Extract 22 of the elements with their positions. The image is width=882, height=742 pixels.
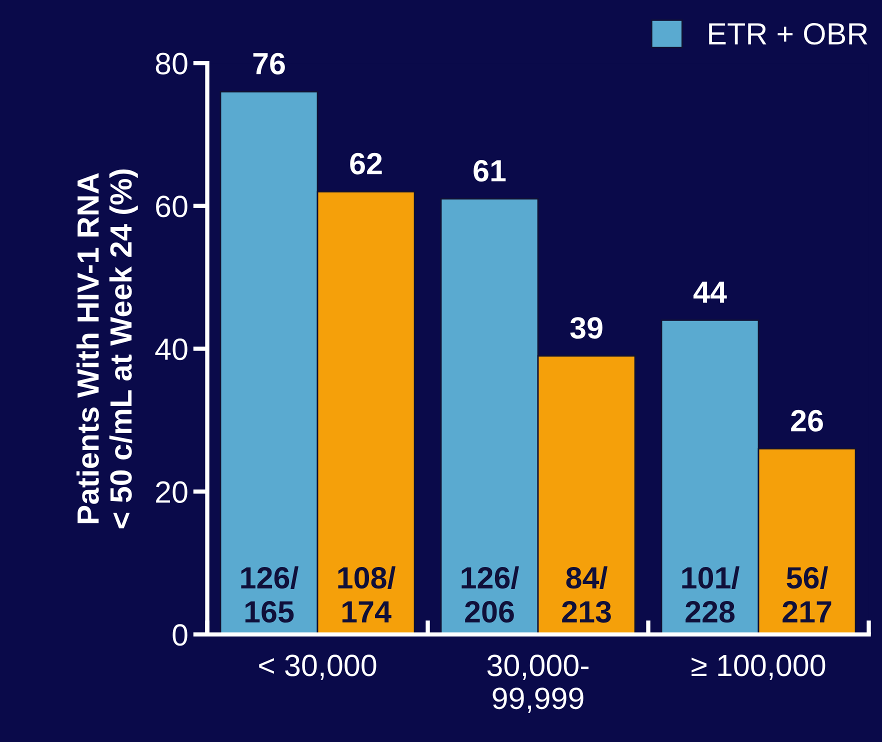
annotation: 101/ 228: [682, 566, 740, 623]
annotation: 84/ 213: [562, 566, 611, 623]
legend-label: ETR + OBR: [709, 23, 868, 45]
x-tick-label: < 30,000: [259, 654, 376, 680]
y-tick-label: 0: [172, 624, 188, 646]
data-label: 44: [693, 282, 727, 303]
x-tick-label: ≥ 100,000: [692, 654, 826, 680]
data-label: 61: [474, 160, 506, 182]
y-tick-label: 20: [156, 481, 188, 503]
y-tick-label: 80: [156, 52, 188, 74]
annotation: 126/ 206: [462, 566, 519, 623]
data-label: 39: [570, 317, 602, 339]
y-tick-label: 40: [155, 338, 188, 360]
annotation: 108/ 174: [338, 566, 396, 622]
data-label: 62: [350, 152, 382, 174]
data-label: 76: [253, 52, 285, 74]
annotation: 56/ 217: [782, 566, 832, 622]
y-tick-label: 60: [156, 196, 188, 218]
data-label: 26: [791, 410, 823, 432]
x-tick-label: 30,000- 99,999: [487, 654, 588, 713]
annotation: 126/ 165: [241, 566, 298, 623]
y-axis-title: Patients With HIV-1 RNA < 50 c/mL at Week 24 (%): [76, 169, 138, 528]
